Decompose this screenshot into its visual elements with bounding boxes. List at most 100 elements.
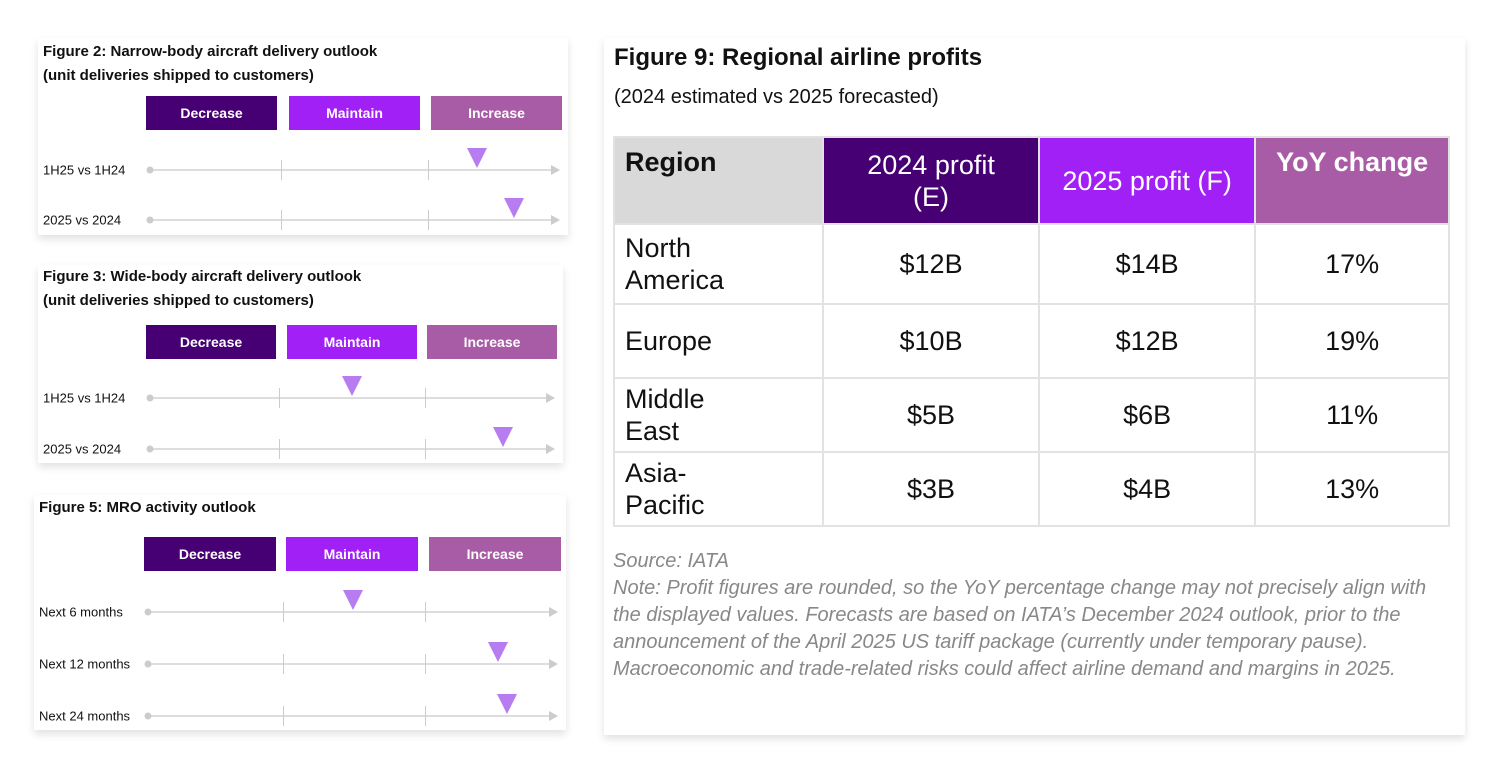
legend-maintain: Maintain <box>286 537 418 571</box>
cell-2024: $3B <box>821 451 1041 527</box>
figure-9-title: Figure 9: Regional airline profits <box>614 44 983 71</box>
axis-arrow-icon <box>551 215 560 225</box>
cell-region: North America <box>613 223 824 305</box>
outlook-marker-icon <box>466 148 487 168</box>
outlook-marker-icon <box>342 590 363 610</box>
figure-5-panel: Figure 5: MRO activity outlook Decrease Ma… <box>34 495 566 730</box>
legend-decrease: Decrease <box>146 325 276 359</box>
axis-tick <box>279 439 280 459</box>
table-row: Middle East $5B $6B 11% <box>613 377 1450 453</box>
figure-title-text: Figure 5: MRO activity outlook <box>39 499 256 516</box>
cell-region: Europe <box>613 303 824 379</box>
cell-yoy: 11% <box>1254 377 1450 453</box>
axis-tick <box>281 210 282 230</box>
axis-line <box>150 397 547 399</box>
cell-region: Asia-Pacific <box>613 451 824 527</box>
legend-increase: Increase <box>431 96 562 130</box>
header-yoy: YoY change <box>1254 136 1450 225</box>
row-label: 2025 vs 2024 <box>43 441 122 457</box>
header-2025: 2025 profit (F) <box>1038 136 1257 225</box>
table-row: Europe $10B $12B 19% <box>613 303 1450 379</box>
axis-start-dot <box>144 660 152 668</box>
cell-2024: $10B <box>821 303 1041 379</box>
cell-yoy: 13% <box>1254 451 1450 527</box>
axis-arrow-icon <box>546 393 555 403</box>
axis-tick <box>425 388 426 408</box>
header-2024-label: 2024 profit (E) <box>867 149 995 212</box>
cell-2025: $4B <box>1038 451 1257 527</box>
axis-tick <box>425 602 426 622</box>
figure-title-text: Figure 3: Wide-body aircraft delivery ou… <box>43 268 362 285</box>
header-2025-label: 2025 profit (F) <box>1062 165 1232 196</box>
axis-arrow-icon <box>549 659 558 669</box>
row-label: 2025 vs 2024 <box>43 212 122 228</box>
table-row: North America $12B $14B 17% <box>613 223 1450 305</box>
axis-tick <box>428 210 429 230</box>
outlook-marker-icon <box>488 642 509 662</box>
axis-start-dot <box>146 216 154 224</box>
cell-2025: $6B <box>1038 377 1257 453</box>
figure-3-panel: Figure 3: Wide-body aircraft delivery ou… <box>38 265 563 463</box>
cell-yoy: 17% <box>1254 223 1450 305</box>
cell-2025: $12B <box>1038 303 1257 379</box>
figure-title: Figure 5: MRO activity outlook <box>39 496 256 520</box>
axis-tick <box>425 706 426 726</box>
cell-2024: $5B <box>821 377 1041 453</box>
outlook-marker-icon <box>497 694 518 714</box>
row-label: Next 24 months <box>39 708 131 724</box>
axis-tick <box>283 602 284 622</box>
figure-title: Figure 3: Wide-body aircraft delivery ou… <box>43 265 361 313</box>
axis-tick <box>279 388 280 408</box>
axis-line <box>150 448 547 450</box>
axis-line <box>148 715 550 717</box>
figure-2-panel: Figure 2: Narrow-body aircraft delivery … <box>38 38 568 235</box>
table-header-row: Region 2024 profit (E) 2025 profit (F) Y… <box>613 136 1450 225</box>
axis-start-dot <box>146 166 154 174</box>
axis-arrow-icon <box>551 165 560 175</box>
source-note: Source: IATA Note: Profit figures are ro… <box>613 548 1453 683</box>
axis-tick <box>425 654 426 674</box>
row-label: 1H25 vs 1H24 <box>43 390 126 406</box>
note-text: Note: Profit figures are rounded, so the… <box>613 577 1427 680</box>
axis-tick <box>428 160 429 180</box>
axis-arrow-icon <box>546 444 555 454</box>
outlook-marker-icon <box>342 376 362 396</box>
axis-line <box>150 219 552 221</box>
row-label: Next 6 months <box>39 604 123 620</box>
profit-table: Region 2024 profit (E) 2025 profit (F) Y… <box>613 136 1450 527</box>
cell-yoy: 19% <box>1254 303 1450 379</box>
axis-tick <box>425 439 426 459</box>
row-label: Next 12 months <box>39 656 131 672</box>
axis-arrow-icon <box>549 607 558 617</box>
legend-decrease: Decrease <box>144 537 276 571</box>
axis-start-dot <box>146 445 154 453</box>
table-row: Asia-Pacific $3B $4B 13% <box>613 451 1450 527</box>
legend-maintain: Maintain <box>287 325 417 359</box>
cell-text: Asia-Pacific <box>625 458 705 520</box>
cell-region: Middle East <box>613 377 824 453</box>
axis-start-dot <box>146 394 154 402</box>
axis-line <box>148 611 550 613</box>
legend-decrease: Decrease <box>146 96 277 130</box>
source-text: Source: IATA <box>613 550 729 572</box>
row-label: 1H25 vs 1H24 <box>43 162 126 178</box>
cell-text: North America <box>625 233 725 295</box>
axis-start-dot <box>144 712 152 720</box>
cell-text: Middle East <box>625 384 705 446</box>
header-2024: 2024 profit (E) <box>821 136 1041 225</box>
axis-start-dot <box>144 608 152 616</box>
figure-9-panel: Figure 9: Regional airline profits (2024… <box>604 38 1465 735</box>
axis-tick <box>283 654 284 674</box>
legend-increase: Increase <box>427 325 557 359</box>
axis-line <box>148 663 550 665</box>
axis-tick <box>281 160 282 180</box>
cell-2025: $14B <box>1038 223 1257 305</box>
header-region: Region <box>613 136 824 225</box>
axis-line <box>150 169 552 171</box>
cell-text: Europe <box>625 326 713 356</box>
outlook-marker-icon <box>493 427 513 447</box>
figure-title: Figure 2: Narrow-body aircraft delivery … <box>43 40 377 88</box>
axis-tick <box>283 706 284 726</box>
figure-subtitle: (unit deliveries shipped to customers) <box>43 292 314 309</box>
legend-increase: Increase <box>429 537 561 571</box>
